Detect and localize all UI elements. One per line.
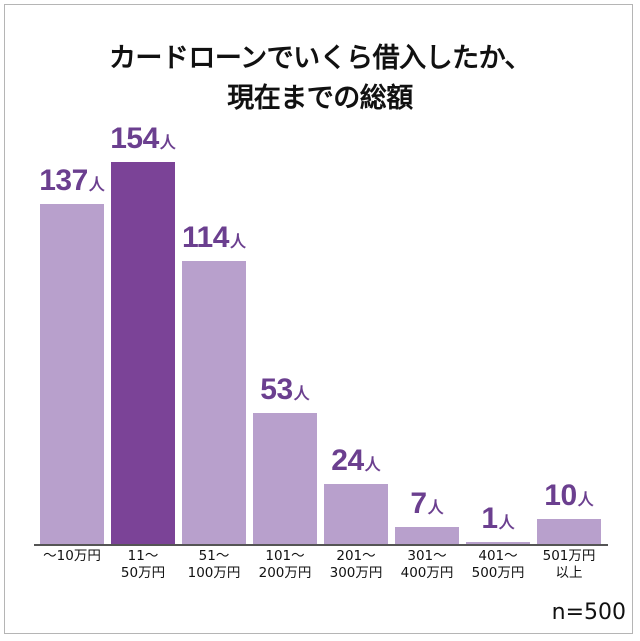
- bar: [324, 484, 388, 544]
- bar: [182, 261, 246, 544]
- bar-value-unit: 人: [88, 177, 105, 194]
- bar-value-unit: 人: [229, 234, 246, 251]
- bar-value-label: 114人: [169, 221, 259, 255]
- category-label: 201～ 300万円: [329, 548, 383, 581]
- bar-value-label: 137人: [27, 164, 117, 198]
- bar-value-unit: 人: [577, 492, 594, 509]
- bar: [466, 542, 530, 544]
- bar-value-number: 7: [410, 487, 427, 520]
- bar-value-label: 53人: [240, 373, 330, 407]
- bar-value-unit: 人: [159, 135, 176, 152]
- bar-value-number: 10: [544, 479, 577, 512]
- bar-value-label: 10人: [524, 479, 614, 513]
- x-axis-line: [34, 544, 608, 546]
- bar-value-label: 7人: [382, 487, 472, 521]
- bar-value-label: 24人: [311, 444, 401, 478]
- bar: [111, 162, 175, 544]
- bar-value-number: 24: [331, 444, 364, 477]
- bar-value-number: 1: [481, 502, 498, 535]
- category-label: 401～ 500万円: [471, 548, 525, 581]
- bar-value-number: 137: [39, 164, 88, 197]
- bar-value-unit: 人: [498, 515, 515, 532]
- bar-value-unit: 人: [293, 386, 310, 403]
- bar: [395, 527, 459, 544]
- bar: [40, 204, 104, 544]
- category-label: 301～ 400万円: [400, 548, 454, 581]
- bar-value-number: 114: [182, 221, 229, 254]
- category-label: 11～ 50万円: [120, 548, 166, 581]
- category-label: 51～ 100万円: [187, 548, 241, 581]
- bar-value-unit: 人: [364, 457, 381, 474]
- chart-frame: [4, 4, 633, 634]
- category-label: 101～ 200万円: [258, 548, 312, 581]
- category-label: ～10万円: [43, 548, 101, 564]
- chart-title-line1: カードローンでいくら借入したか、: [108, 43, 532, 74]
- bar-value-number: 53: [260, 373, 293, 406]
- bar: [253, 413, 317, 544]
- sample-size-note: n=500: [551, 600, 626, 625]
- bar-value-label: 1人: [453, 502, 543, 536]
- category-label: 501万円 以上: [542, 548, 596, 581]
- bar-value-label: 154人: [98, 122, 188, 156]
- bar-value-number: 154: [110, 122, 159, 155]
- bar: [537, 519, 601, 544]
- bar-value-unit: 人: [427, 500, 444, 517]
- chart-title-line2: 現在までの総額: [227, 83, 413, 114]
